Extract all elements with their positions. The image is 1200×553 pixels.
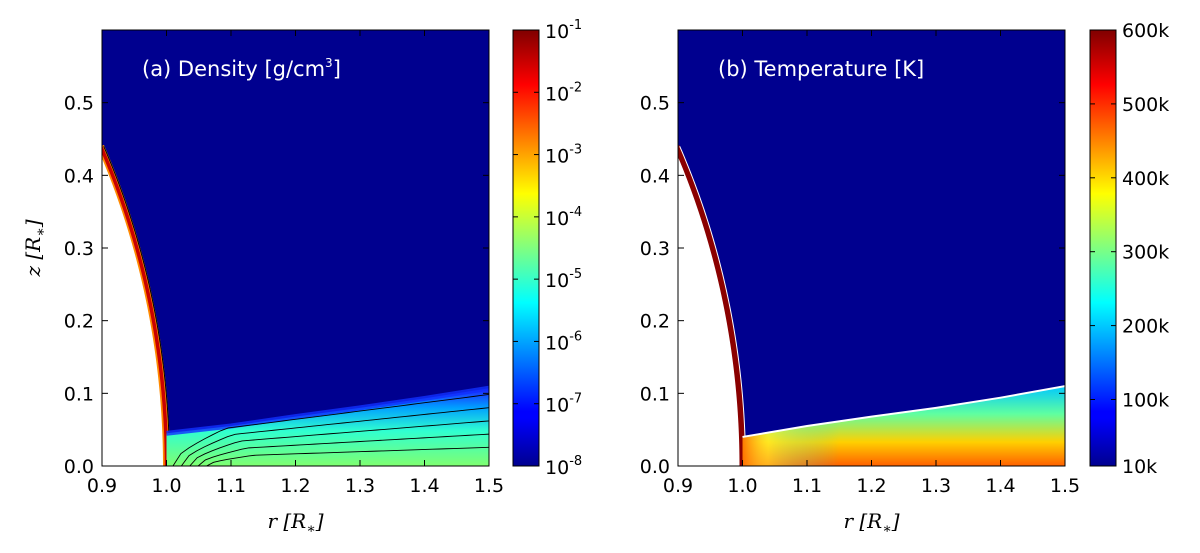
- colorbar-tick-label: 10-5: [545, 267, 582, 292]
- plot-area: [102, 30, 489, 466]
- y-tick-label: 0.5: [640, 93, 670, 115]
- colorbar-tick-label: 200k: [1122, 316, 1169, 338]
- x-tick-label: 1.5: [1050, 475, 1080, 497]
- stellar-surface: [678, 145, 746, 466]
- colorbar-tick-label: 10k: [1122, 456, 1157, 478]
- x-tick-label: 1.1: [792, 475, 822, 497]
- x-tick-label: 1.0: [727, 475, 757, 497]
- colorbar: 600k 500k 400k 300k 200k 100k 10k: [1089, 20, 1169, 478]
- stellar-interior: [678, 149, 743, 466]
- y-tick-label: 0.1: [64, 383, 94, 405]
- stellar-interior: [102, 149, 167, 466]
- colorbar-tick-label: 10-7: [545, 392, 582, 417]
- x-tick-label: 1.0: [151, 475, 181, 497]
- x-tick-label: 1.4: [409, 475, 439, 497]
- colorbar-tick-label: 600k: [1122, 20, 1169, 42]
- panel-b: 0.9 1.0 1.1 1.2 1.3 1.4 1.5 0.0 0.1 0.2 0.3 0.4 0.5 r…: [640, 20, 1170, 537]
- stellar-surface: [102, 145, 169, 466]
- y-tick-label: 0.1: [640, 383, 670, 405]
- y-tick-label: 0.4: [640, 165, 670, 187]
- panel-title: (a) Density [g/cm3]: [142, 56, 341, 81]
- colorbar-tick-label: 500k: [1122, 94, 1169, 116]
- colorbar: 10-1 10-2 10-3 10-4 10-5 10-6 10-7 10-8: [512, 18, 582, 479]
- surface-contour: [679, 146, 746, 466]
- x-tick-label: 0.9: [87, 475, 117, 497]
- y-tick-label: 0.4: [64, 165, 94, 187]
- colorbar-tick-label: 10-2: [545, 80, 582, 105]
- x-tick-label: 1.2: [280, 475, 310, 497]
- density-contour: [189, 420, 489, 466]
- panel-a: 0.9 1.0 1.1 1.2 1.3 1.4 1.5 0.0 0.1 0.2 0.3 0.4 0.5 r…: [21, 18, 582, 537]
- x-tick-label: 1.3: [345, 475, 375, 497]
- colorbar-gradient: [512, 29, 540, 467]
- y-tick-label: 0.0: [640, 456, 670, 478]
- x-axis-label: r [R∗]: [267, 509, 323, 537]
- colorbar-tick-label: 10-4: [545, 205, 582, 230]
- density-contour: [197, 433, 489, 466]
- surface-contour: [103, 146, 170, 466]
- x-tick-label: 1.5: [474, 475, 504, 497]
- x-tick-label: 1.4: [985, 475, 1015, 497]
- x-axis-label: r [R∗]: [843, 509, 899, 537]
- x-tick-label: 0.9: [663, 475, 693, 497]
- disk-edge: [166, 385, 489, 436]
- colorbar-tick-label: 10-6: [545, 329, 582, 354]
- x-tick-label: 1.1: [216, 475, 246, 497]
- colorbar-tick-label: 300k: [1122, 242, 1169, 264]
- disk-region: [166, 388, 489, 466]
- x-tick-label: 1.2: [856, 475, 886, 497]
- density-contour: [206, 446, 489, 466]
- y-tick-label: 0.0: [64, 456, 94, 478]
- y-tick-label: 0.2: [64, 311, 94, 333]
- panel-title: (b) Temperature [K]: [718, 57, 924, 81]
- y-tick-label: 0.3: [640, 238, 670, 260]
- colorbar-gradient: [1089, 29, 1117, 467]
- x-tick-label: 1.3: [921, 475, 951, 497]
- y-tick-label: 0.2: [640, 311, 670, 333]
- density-contour: [180, 407, 489, 466]
- colorbar-tick-label: 400k: [1122, 168, 1169, 190]
- colorbar-tick-label: 10-3: [545, 143, 582, 168]
- disk-hot-inner: [742, 386, 1065, 466]
- y-axis-label: z [R∗]: [21, 219, 49, 277]
- y-tick-label: 0.3: [64, 238, 94, 260]
- temperature-contour: [742, 385, 1065, 438]
- colorbar-tick-label: 10-1: [545, 18, 582, 43]
- y-tick-label: 0.5: [64, 93, 94, 115]
- colorbar-tick-label: 10-8: [545, 454, 582, 479]
- plot-area: [678, 30, 1065, 466]
- density-contour: [172, 394, 489, 466]
- colorbar-tick-label: 100k: [1122, 389, 1169, 411]
